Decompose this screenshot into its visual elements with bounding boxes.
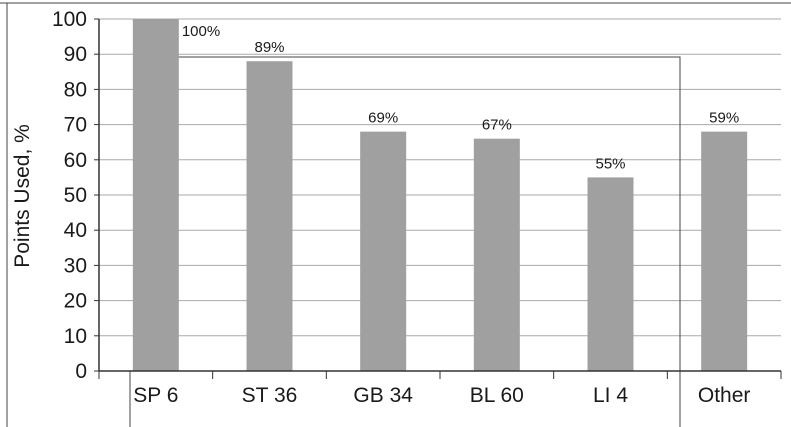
y-tick-label: 50 [64,184,87,207]
gridlines [99,18,781,337]
data-label: 100% [182,23,220,40]
data-label: 55% [595,155,625,172]
y-tick-label: 90 [64,43,87,66]
axes [94,18,782,379]
bar-4 [587,177,634,371]
inner-frame [169,56,681,427]
y-tick-label: 40 [64,219,87,242]
x-tick-label: Other [698,384,751,407]
y-tick-label: 70 [64,114,87,137]
y-tick-label: 20 [64,290,87,313]
x-tick-label: ST 36 [242,384,298,407]
data-label: 67% [482,117,512,134]
data-labels: 100% 89% 69% 67% 55% 59% [182,23,739,172]
y-tick-label: 80 [64,78,87,101]
y-tick-label: 30 [64,254,87,277]
x-tick-label: BL 60 [470,384,524,407]
data-label: 69% [368,110,398,127]
bar-1 [246,61,293,372]
bar-0 [132,19,179,371]
data-label: 59% [709,110,739,127]
bars [132,19,748,372]
bar-2 [360,131,407,371]
bar-3 [473,138,520,371]
y-tick-label: 100 [52,8,87,31]
x-tick-label: GB 34 [353,384,413,407]
y-tick-labels: 0 10 20 30 40 50 60 70 80 90 100 [52,8,87,383]
bar-5 [701,131,748,371]
x-tick-label: LI 4 [593,384,628,407]
y-axis-label: Points Used, % [11,124,34,268]
y-tick-label: 60 [64,149,87,172]
y-tick-label: 0 [75,360,87,383]
x-tick-labels: SP 6 ST 36 GB 34 BL 60 LI 4 Other [133,384,750,407]
data-label: 89% [254,39,284,56]
y-tick-label: 10 [64,325,87,348]
x-tick-label: SP 6 [133,384,178,407]
